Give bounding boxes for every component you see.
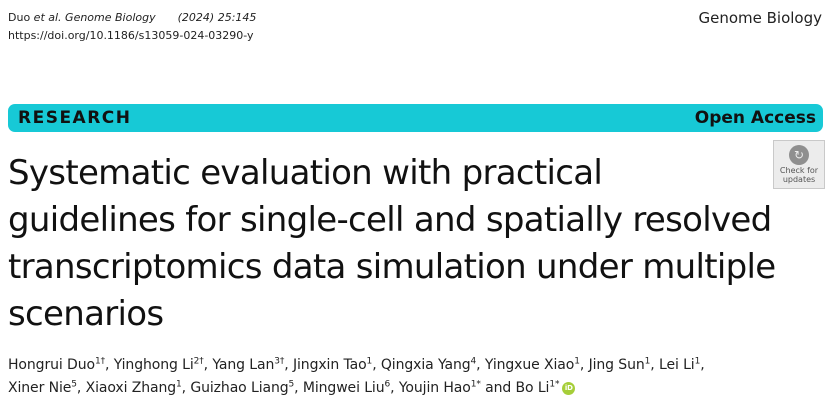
author-affiliation: 1 (366, 356, 373, 367)
author-name[interactable]: Yinghong Li (113, 357, 194, 373)
article-title: Systematic evaluation with practical gui… (8, 150, 798, 338)
check-updates-line1: Check for (779, 166, 819, 175)
author-name[interactable]: Lei Li (658, 357, 695, 373)
author-affiliation: 5 (71, 379, 77, 390)
orcid-icon[interactable]: iD (562, 381, 576, 395)
author-name[interactable]: Bo Li (515, 380, 550, 396)
author-affiliation: 5 (288, 379, 295, 390)
citation-journal: et al. Genome Biology (33, 11, 156, 24)
author-name[interactable]: Guizhao Liang (190, 380, 289, 396)
author-name[interactable]: Qingxia Yang (380, 357, 471, 373)
citation-authors: Duo (8, 11, 34, 24)
citation-year-volume: (2024) 25:145 (177, 11, 257, 24)
open-access-label[interactable]: Open Access (694, 108, 816, 128)
author-affiliation: 1* (549, 379, 560, 390)
citation-block: Duo et al. Genome Biology (2024) 25:145 h… (8, 9, 256, 45)
author-affiliation: 1* (470, 379, 481, 390)
title-line: Systematic evaluation with practical (8, 153, 603, 193)
check-updates-icon: ↻ (789, 145, 809, 165)
author-affiliation: 1† (94, 356, 105, 367)
author-affiliation: 1 (574, 356, 580, 367)
doi-link[interactable]: https://doi.org/10.1186/s13059-024-03290… (8, 29, 254, 42)
author-affiliation: 2† (193, 356, 204, 367)
check-for-updates-button[interactable]: ↻ Check for updates (773, 140, 825, 189)
author-name[interactable]: Xiaoxi Zhang (85, 380, 177, 396)
title-line: transcriptomics data simulation under mu… (8, 247, 776, 287)
author-name[interactable]: Hongrui Duo (8, 357, 95, 373)
author-affiliation: 1 (176, 379, 182, 390)
author-affiliation: 6 (384, 379, 391, 390)
author-name[interactable]: Xiner Nie (8, 380, 72, 396)
article-type-banner: RESEARCH Open Access (8, 104, 823, 132)
author-affiliation: 1 (644, 356, 651, 367)
author-affiliation: 3† (274, 356, 285, 367)
article-type-label: RESEARCH (18, 108, 132, 128)
check-updates-line2: updates (782, 175, 816, 184)
author-affiliation: 4 (470, 356, 477, 367)
author-name[interactable]: Yang Lan (212, 357, 275, 373)
author-name[interactable]: Jing Sun (588, 357, 645, 373)
author-name[interactable]: Youjin Hao (398, 380, 471, 396)
citation-line: Duo et al. Genome Biology (2024) 25:145 (8, 9, 256, 27)
journal-name: Genome Biology (698, 9, 822, 27)
author-name[interactable]: Mingwei Liu (302, 380, 385, 396)
title-line: guidelines for single-cell and spatially… (8, 200, 772, 240)
author-name[interactable]: Yingxue Xiao (484, 357, 575, 373)
title-line: scenarios (8, 294, 164, 334)
author-affiliation: 1 (694, 356, 701, 367)
author-name[interactable]: Jingxin Tao (292, 357, 367, 373)
author-list: Hongrui Duo1†, Yinghong Li2†, Yang Lan3†… (8, 356, 705, 396)
